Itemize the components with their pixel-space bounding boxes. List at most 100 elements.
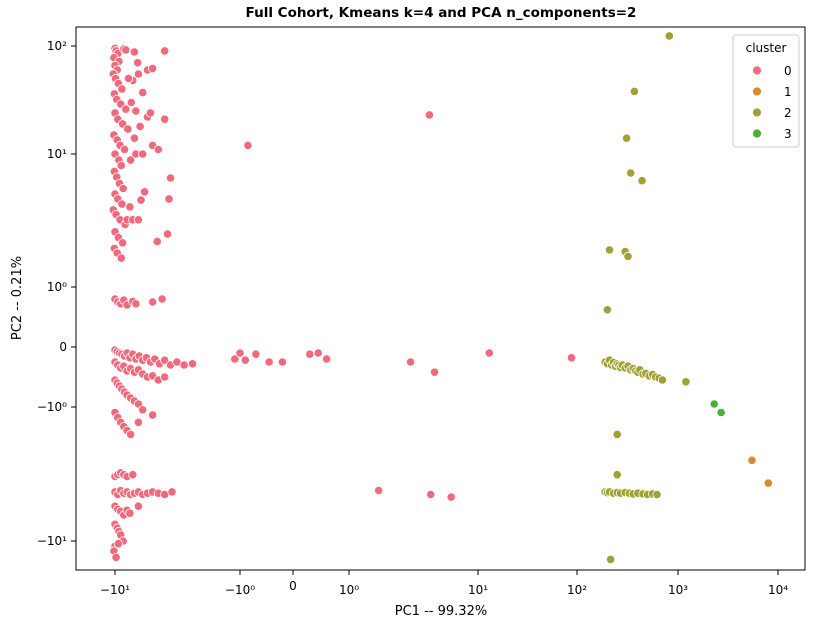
cluster-2-point (612, 429, 622, 439)
legend-title: cluster (746, 41, 787, 55)
legend-marker-1 (752, 86, 762, 97)
cluster-0-point (126, 97, 136, 108)
y-tick-label: 10⁰ (47, 280, 67, 294)
cluster-0-point (133, 58, 143, 68)
cluster-0-point (426, 489, 436, 500)
cluster-0-point (251, 349, 261, 359)
cluster-0-point (118, 238, 128, 248)
cluster-0-point (123, 73, 134, 84)
x-tick-label: 10⁰ (339, 583, 359, 597)
cluster-2-point (681, 377, 691, 387)
legend-label-3: 3 (784, 127, 792, 141)
legend-label-0: 0 (784, 64, 792, 78)
cluster-0-point (145, 108, 156, 118)
cluster-0-point (305, 349, 315, 359)
cluster-0-point (125, 508, 135, 518)
legend-box (732, 34, 800, 148)
cluster-0-point (374, 485, 384, 496)
cluster-0-point (429, 367, 440, 377)
y-axis-label: PC2 -- 0.21% (10, 256, 25, 340)
cluster-1-point (747, 455, 757, 465)
cluster-2-point (629, 86, 640, 97)
x-axis: −10¹ −10⁰ 0 10⁰ 10¹ 10² 10³ 10⁴ (100, 570, 788, 597)
cluster-0-point (126, 155, 136, 165)
y-tick-label: 10² (47, 39, 67, 53)
cluster-2-point (664, 31, 674, 41)
cluster-0-point (446, 492, 456, 502)
cluster-0-point (125, 202, 135, 212)
cluster-2-point (605, 554, 616, 565)
cluster-2-point (621, 133, 632, 143)
y-tick-label: −10¹ (37, 534, 67, 548)
x-tick-label: 0 (289, 579, 297, 593)
legend-label-1: 1 (784, 85, 792, 99)
cluster-0-point (566, 353, 577, 363)
x-tick-label: 10¹ (468, 583, 488, 597)
cluster-0-point (135, 121, 145, 132)
cluster-0-point (162, 229, 173, 239)
cluster-0-point (129, 133, 139, 143)
cluster-0-point (119, 144, 130, 155)
cluster-0-point (484, 348, 494, 358)
cluster-0-point (230, 354, 240, 364)
cluster-0-point (277, 357, 287, 367)
cluster-0-point (164, 194, 174, 204)
x-axis-label: PC1 -- 99.32% (395, 604, 487, 619)
cluster-0-point (116, 160, 126, 171)
legend: cluster 0 1 2 3 (732, 34, 800, 148)
cluster-0-point (131, 299, 141, 309)
y-tick-label: 10¹ (47, 147, 67, 161)
cluster-0-point (113, 539, 124, 549)
cluster-0-point (138, 149, 148, 159)
legend-label-2: 2 (784, 106, 792, 120)
cluster-0-point (313, 348, 323, 358)
data-points (108, 31, 773, 565)
cluster-0-point (138, 405, 148, 415)
x-tick-label: −10⁰ (225, 583, 255, 597)
y-tick-label: −10⁰ (37, 400, 67, 414)
cluster-2-point (652, 489, 662, 500)
cluster-0-point (424, 110, 434, 120)
cluster-0-point (121, 104, 131, 114)
cluster-0-point (235, 348, 245, 358)
cluster-0-point (140, 187, 150, 197)
cluster-2-point (604, 245, 615, 255)
legend-marker-3 (752, 128, 762, 139)
cluster-0-point (126, 429, 136, 439)
cluster-0-point (133, 69, 143, 79)
cluster-0-point (121, 45, 131, 55)
cluster-0-point (138, 88, 148, 98)
cluster-0-point (148, 297, 158, 307)
cluster-0-point (152, 236, 162, 247)
cluster-0-point (160, 372, 170, 382)
cluster-0-point (123, 124, 133, 134)
cluster-0-point (131, 106, 141, 116)
cluster-0-point (117, 199, 127, 209)
x-tick-label: 10² (567, 583, 587, 597)
cluster-3-point (716, 407, 726, 418)
x-tick-label: 10³ (668, 583, 688, 597)
cluster-0-point (129, 47, 139, 57)
cluster-0-point (117, 84, 127, 94)
cluster-2-point (602, 305, 613, 315)
x-tick-label: 10⁴ (768, 583, 788, 597)
cluster-0-point (116, 253, 126, 263)
cluster-0-point (240, 355, 250, 365)
cluster-0-point (148, 63, 158, 74)
cluster-2-point (626, 168, 636, 178)
cluster-0-point (160, 114, 170, 124)
cluster-0-point (165, 173, 176, 183)
cluster-2-point (612, 470, 622, 480)
cluster-0-point (157, 294, 167, 304)
cluster-0-point (321, 354, 332, 364)
cluster-2-point (637, 176, 647, 186)
y-tick-label: 0 (59, 340, 67, 354)
cluster-2-point (623, 251, 633, 261)
cluster-0-point (148, 410, 158, 420)
plot-frame (75, 26, 806, 571)
cluster-0-point (136, 195, 146, 205)
cluster-0-point (264, 357, 274, 367)
x-tick-label: −10¹ (100, 583, 130, 597)
cluster-0-point (243, 140, 253, 150)
